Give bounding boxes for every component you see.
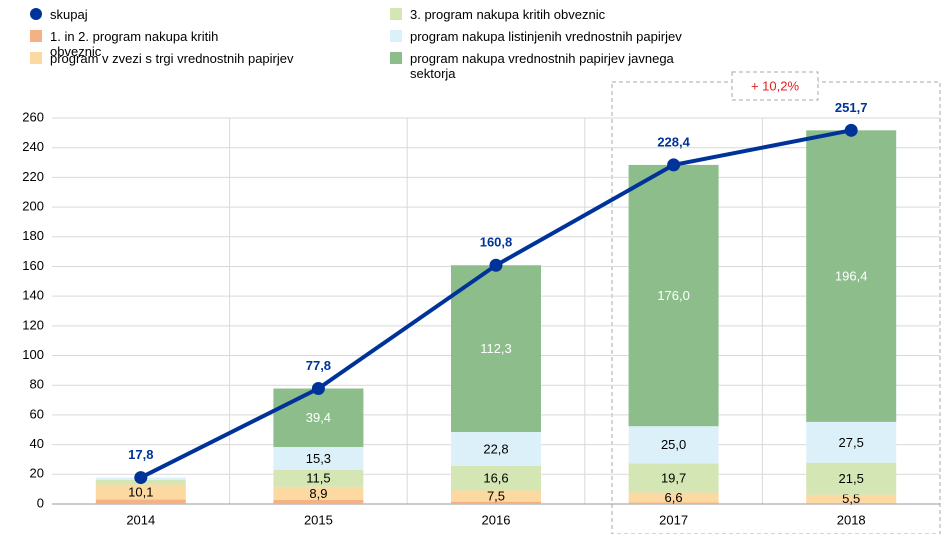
legend-label: program v zvezi s trgi vrednostnih papir… bbox=[50, 51, 294, 66]
legend-item: 3. program nakupa kritih obveznic bbox=[390, 7, 720, 22]
value-label: 112,3 bbox=[480, 341, 512, 356]
value-label: 25,0 bbox=[661, 437, 686, 452]
total-label: 251,7 bbox=[835, 100, 868, 115]
bar-segment bbox=[806, 130, 897, 422]
y-tick-label: 260 bbox=[22, 109, 44, 124]
bar-segment bbox=[451, 501, 541, 504]
total-label: 228,4 bbox=[657, 134, 690, 149]
y-tick-label: 140 bbox=[22, 288, 44, 303]
value-label: 7,5 bbox=[487, 488, 505, 503]
value-label: 176,0 bbox=[657, 288, 690, 303]
value-label: 8,9 bbox=[309, 486, 327, 501]
legend-label: 1. in 2. program nakupa kritih obveznic bbox=[50, 29, 219, 59]
value-label: 10,1 bbox=[128, 484, 153, 499]
x-tick-label: 2014 bbox=[126, 512, 155, 527]
y-tick-label: 0 bbox=[37, 495, 44, 510]
value-label: 6,6 bbox=[665, 490, 683, 505]
bar-segment bbox=[628, 502, 719, 504]
legend-item: program nakupa vrednostnih papirjev javn… bbox=[390, 51, 720, 81]
total-point bbox=[844, 123, 858, 137]
bar-segment bbox=[273, 499, 364, 504]
legend-item: program nakupa listinjenih vrednostnih p… bbox=[390, 29, 750, 44]
bar-segment bbox=[451, 431, 541, 466]
legend-item: skupaj bbox=[30, 7, 330, 22]
value-label: 21,5 bbox=[839, 471, 864, 486]
legend-swatch bbox=[30, 30, 42, 42]
legend-label: skupaj bbox=[50, 7, 88, 22]
x-tick-label: 2015 bbox=[304, 512, 333, 527]
total-label: 77,8 bbox=[306, 358, 331, 373]
bar-segment bbox=[628, 492, 719, 503]
bar-segment bbox=[628, 463, 719, 493]
bar-segment bbox=[451, 265, 541, 432]
x-tick-label: 2016 bbox=[482, 512, 511, 527]
annotation: + 10,2% bbox=[751, 78, 800, 93]
total-point bbox=[134, 471, 148, 485]
y-tick-label: 60 bbox=[30, 406, 44, 421]
bar-segment bbox=[451, 465, 541, 491]
bar-segment bbox=[806, 502, 897, 504]
value-label: 5,5 bbox=[842, 491, 860, 506]
legend-swatch bbox=[30, 52, 42, 64]
total-point bbox=[311, 381, 325, 395]
y-tick-label: 120 bbox=[22, 317, 44, 332]
legend-swatch bbox=[30, 8, 42, 20]
bar-segment bbox=[95, 499, 186, 504]
y-tick-label: 160 bbox=[22, 258, 44, 273]
legend-item: program v zvezi s trgi vrednostnih papir… bbox=[30, 51, 330, 66]
y-tick-label: 100 bbox=[22, 347, 44, 362]
value-label: 16,6 bbox=[483, 471, 508, 486]
y-tick-label: 20 bbox=[30, 466, 44, 481]
y-tick-label: 200 bbox=[22, 199, 44, 214]
x-tick-label: 2017 bbox=[659, 512, 688, 527]
bar-segment bbox=[628, 426, 719, 464]
legend-item: 1. in 2. program nakupa kritih obveznic bbox=[30, 29, 250, 59]
value-label: 19,7 bbox=[661, 470, 686, 485]
value-label: 39,4 bbox=[306, 410, 331, 425]
bar-segment bbox=[806, 462, 897, 495]
x-tick-label: 2018 bbox=[837, 512, 866, 527]
bar-segment bbox=[95, 484, 186, 500]
bar-segment bbox=[806, 421, 897, 463]
bar-segment bbox=[273, 388, 364, 447]
total-point bbox=[489, 258, 503, 272]
bar-segment bbox=[273, 486, 364, 500]
y-tick-label: 40 bbox=[30, 436, 44, 451]
y-tick-label: 240 bbox=[22, 139, 44, 154]
y-tick-label: 80 bbox=[30, 377, 44, 392]
value-label: 22,8 bbox=[483, 441, 508, 456]
value-label: 11,5 bbox=[306, 471, 330, 486]
bar-segment bbox=[806, 494, 897, 503]
value-label: 196,4 bbox=[835, 269, 868, 284]
value-label: 15,3 bbox=[306, 451, 331, 466]
total-label: 17,8 bbox=[128, 447, 153, 462]
bar-segment bbox=[273, 469, 364, 487]
y-tick-label: 180 bbox=[22, 228, 44, 243]
total-point bbox=[667, 158, 681, 172]
annotation-box bbox=[731, 71, 819, 101]
legend-label: program nakupa listinjenih vrednostnih p… bbox=[410, 29, 682, 44]
y-tick-label: 220 bbox=[22, 169, 44, 184]
legend-swatch bbox=[390, 52, 402, 64]
bar-segment bbox=[628, 164, 719, 427]
legend-label: program nakupa vrednostnih papirjev javn… bbox=[410, 51, 674, 81]
value-label: 27,5 bbox=[839, 435, 864, 450]
bar-segment bbox=[451, 490, 541, 502]
total-label: 160,8 bbox=[480, 235, 513, 250]
bar-segment bbox=[273, 446, 364, 470]
legend-label: 3. program nakupa kritih obveznic bbox=[410, 7, 606, 22]
legend-swatch bbox=[390, 30, 402, 42]
legend-swatch bbox=[390, 8, 402, 20]
